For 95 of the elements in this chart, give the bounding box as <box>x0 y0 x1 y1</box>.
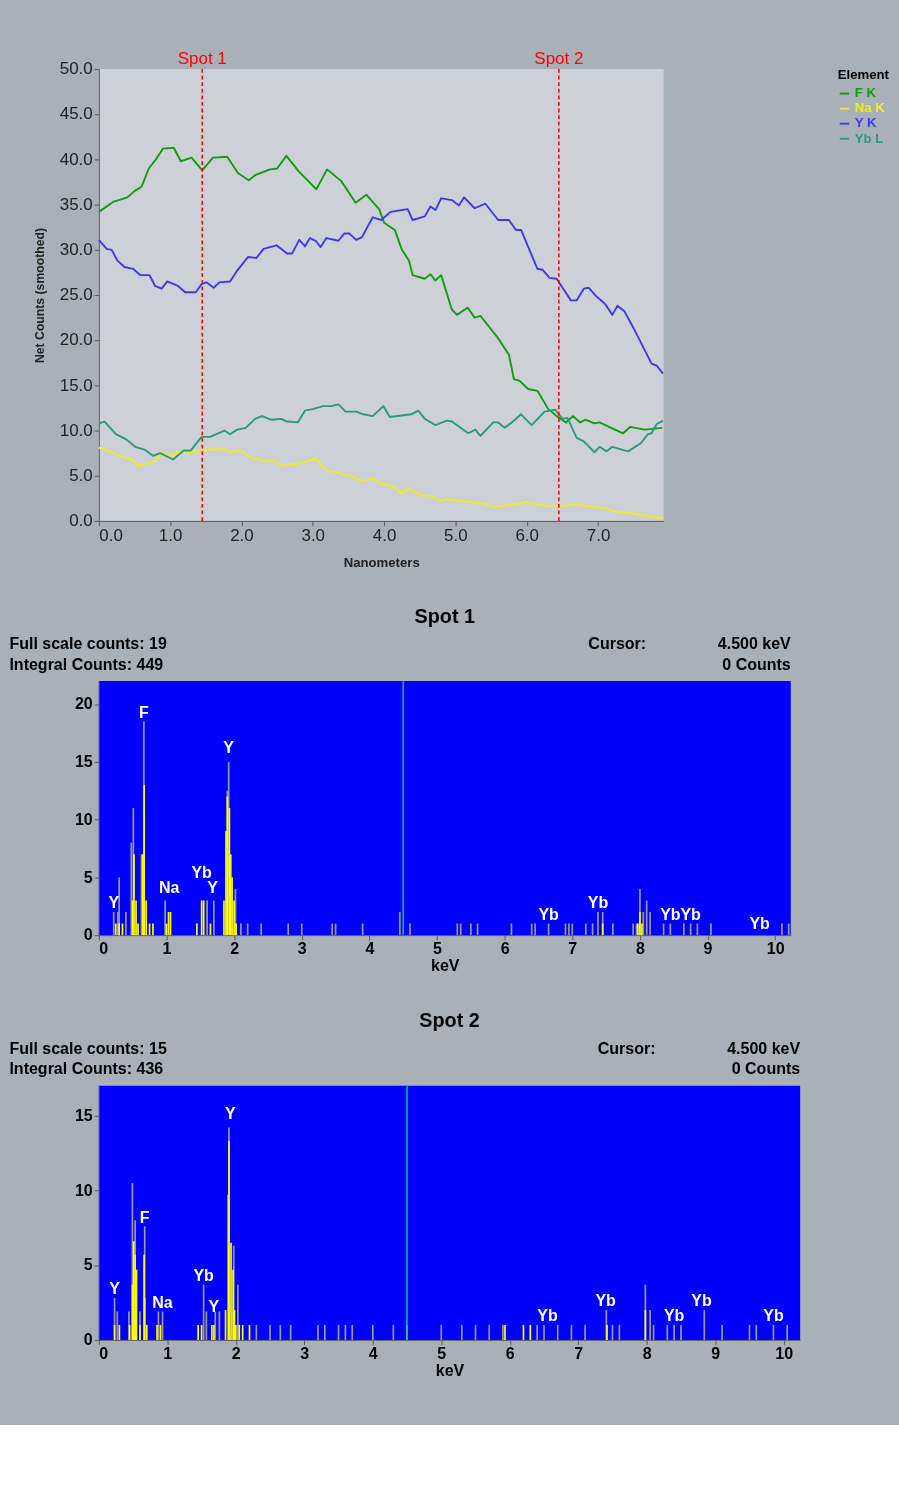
x-tick-label: 8 <box>635 940 645 958</box>
x-tick-label: 1.0 <box>158 526 183 546</box>
x-tick-label: 2 <box>231 1345 241 1363</box>
x-tick-label: 2 <box>230 940 240 958</box>
annotation: Y <box>223 739 235 757</box>
annotation: Yb <box>191 863 213 881</box>
y-tick-label: 50.0 <box>59 59 93 79</box>
annotation: Na <box>158 879 180 897</box>
text: Cursor: <box>588 634 647 652</box>
annotation: Yb <box>663 1307 685 1325</box>
y-tick-label: 35.0 <box>59 194 93 214</box>
y-tick-label: 45.0 <box>59 104 93 124</box>
annotation: Y <box>208 1298 220 1316</box>
x-tick-label: 2.0 <box>230 526 254 546</box>
y-tick-label: 10 <box>74 1181 93 1199</box>
x-tick-label: 7 <box>568 940 578 958</box>
annotation: Yb <box>537 1307 558 1325</box>
y-tick-label: 5 <box>83 1256 93 1274</box>
y-tick-label: 10 <box>74 810 93 828</box>
x-tick-label: 7.0 <box>586 526 611 546</box>
text: Full scale counts: 19 <box>9 634 167 652</box>
y-tick-label: 5.0 <box>69 465 93 485</box>
x-tick-label: 6 <box>505 1345 515 1363</box>
x-tick-label: 9 <box>703 940 713 958</box>
annotation: Yb <box>660 905 681 923</box>
annotation: F <box>138 703 149 721</box>
y-tick-label: 20.0 <box>59 330 93 350</box>
legend-label: Na K <box>854 100 886 116</box>
x-axis-title: keV <box>431 957 460 975</box>
annotation: Yb <box>538 905 560 923</box>
annotation: Y <box>225 1105 236 1123</box>
annotation: Yb <box>763 1307 784 1325</box>
annotation: Yb <box>691 1292 712 1310</box>
annotation: Y <box>109 1280 121 1298</box>
y-tick-label: 0.0 <box>69 511 93 531</box>
x-axis-title: keV <box>435 1362 465 1380</box>
x-tick-label: 6 <box>500 940 510 958</box>
x-tick-label: 3 <box>300 1345 310 1363</box>
text: Cursor: <box>597 1039 656 1057</box>
annotation: Yb <box>749 914 771 932</box>
ref-line-label: Spot 1 <box>177 49 227 69</box>
annotation: Yb <box>680 905 702 923</box>
y-tick-label: 25.0 <box>59 285 93 305</box>
legend-label: Yb L <box>854 130 884 146</box>
x-tick-label: 6.0 <box>515 526 539 546</box>
x-tick-label: 0.0 <box>99 526 123 546</box>
x-tick-label: 4 <box>368 1345 378 1363</box>
x-axis-title: Nanometers <box>343 554 420 570</box>
text: 0 Counts <box>731 1060 801 1078</box>
text: 0 Counts <box>722 655 791 673</box>
x-tick-label: 3.0 <box>301 526 326 546</box>
annotation: Y <box>108 894 120 912</box>
y-tick-label: 40.0 <box>59 149 93 169</box>
y-tick-label: 30.0 <box>59 240 93 259</box>
x-tick-label: 3 <box>297 940 307 958</box>
x-tick-label: 5 <box>433 940 443 958</box>
legend-title: Element <box>837 67 890 83</box>
chart-title: Spot 1 <box>414 604 475 627</box>
ref-line-label: Spot 2 <box>534 49 584 69</box>
annotation: Yb <box>595 1292 617 1310</box>
y-tick-label: 0 <box>83 1331 93 1349</box>
x-tick-label: 1 <box>162 940 172 958</box>
x-tick-label: 7 <box>574 1345 584 1363</box>
text: Integral Counts: 436 <box>9 1060 164 1078</box>
y-tick-label: 20 <box>74 695 93 713</box>
y-tick-label: 15 <box>74 753 93 771</box>
legend-label: Y K <box>854 115 877 131</box>
x-tick-label: 4 <box>365 940 375 958</box>
text: 4.500 keV <box>717 634 792 652</box>
annotation: Yb <box>587 894 609 912</box>
x-tick-label: 0 <box>99 940 109 958</box>
x-tick-label: 0 <box>99 1345 109 1363</box>
x-tick-label: 1 <box>163 1345 173 1363</box>
text: Full scale counts: 15 <box>9 1039 167 1057</box>
y-tick-label: 15 <box>74 1106 93 1124</box>
text: 4.500 keV <box>727 1039 801 1057</box>
x-tick-label: 10 <box>775 1345 794 1363</box>
chart-title: Spot 2 <box>419 1009 480 1032</box>
x-tick-label: 4.0 <box>372 526 397 546</box>
x-tick-label: 5.0 <box>444 526 468 546</box>
text: Integral Counts: 449 <box>9 655 164 673</box>
annotation: Yb <box>193 1266 215 1284</box>
x-tick-label: 10 <box>766 940 785 958</box>
y-tick-label: 5 <box>83 868 93 886</box>
x-tick-label: 5 <box>437 1345 447 1363</box>
annotation: F <box>139 1208 150 1226</box>
x-tick-label: 8 <box>642 1345 652 1363</box>
y-tick-label: 0 <box>83 926 93 944</box>
legend-label: F K <box>854 85 877 101</box>
x-tick-label: 9 <box>711 1345 721 1363</box>
y-axis-title: Net Counts (smoothed) <box>32 227 47 364</box>
y-tick-label: 10.0 <box>59 420 93 440</box>
y-tick-label: 15.0 <box>59 375 93 395</box>
annotation: Y <box>207 879 219 897</box>
annotation: Na <box>152 1293 173 1311</box>
